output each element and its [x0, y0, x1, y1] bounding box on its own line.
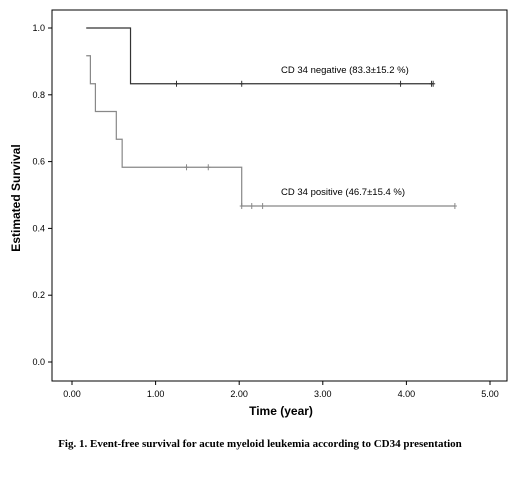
plot-frame — [51, 9, 508, 382]
x-axis-label: Time (year) — [249, 404, 313, 418]
y-tick-label: 1.0 — [32, 23, 45, 33]
x-tick-label: 3.00 — [314, 389, 332, 399]
figure-caption: Fig. 1. Event-free survival for acute my… — [58, 438, 462, 450]
x-tick-label: 0.00 — [63, 389, 81, 399]
axes — [51, 9, 508, 382]
y-tick-label: 0.2 — [32, 290, 45, 300]
survival-step-line — [86, 55, 455, 207]
x-tick-label: 2.00 — [230, 389, 248, 399]
y-axis-label: Estimated Survival — [9, 144, 23, 251]
x-tick-label: 1.00 — [147, 389, 165, 399]
y-tick-label: 0.4 — [32, 223, 45, 233]
series-layer: CD 34 negative (83.3±15.2 %) CD 34 positi… — [86, 27, 457, 210]
series-label: CD 34 negative (83.3±15.2 %) — [281, 65, 409, 76]
series-label: CD 34 positive (46.7±15.4 %) — [281, 187, 405, 198]
x-tick-label: 5.00 — [481, 389, 499, 399]
series-cd34-positive: CD 34 positive (46.7±15.4 %) — [86, 55, 457, 210]
survival-step-line — [86, 27, 434, 85]
y-tick-label: 0.0 — [32, 357, 45, 367]
y-tick-label: 0.8 — [32, 90, 45, 100]
y-tick-label: 0.6 — [32, 157, 45, 167]
ticks: 0.00 1.00 2.00 3.00 4.00 5.00 0.0 0.2 0.4 0.6 0.8 1… — [32, 23, 498, 399]
x-tick-label: 4.00 — [398, 389, 416, 399]
series-cd34-negative: CD 34 negative (83.3±15.2 %) — [86, 27, 436, 87]
